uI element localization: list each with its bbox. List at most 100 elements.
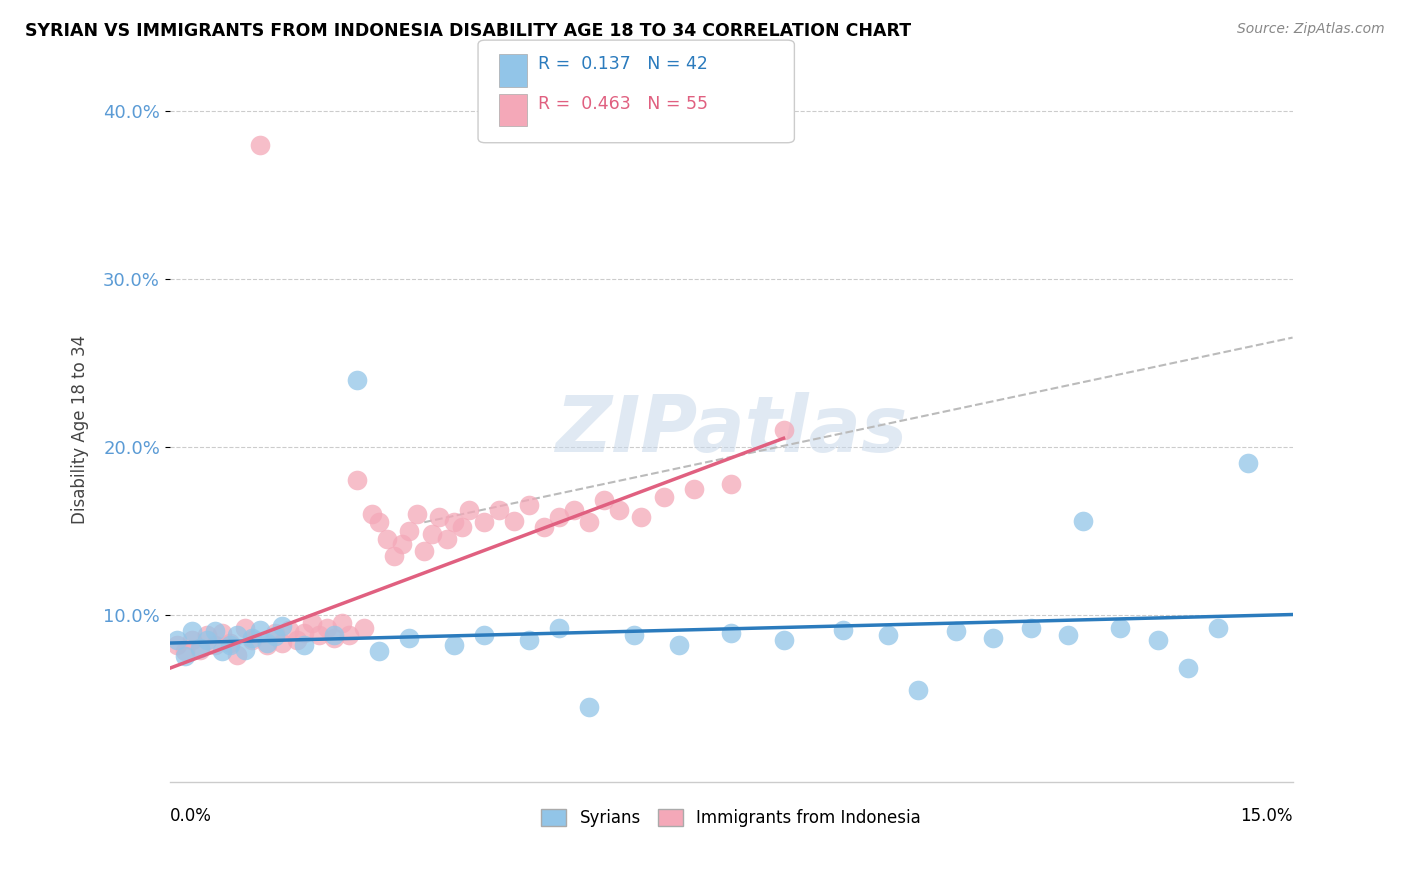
Point [503, 514, 526, 528]
Point [368, 644, 391, 658]
Point [346, 473, 368, 487]
Point [256, 638, 278, 652]
Point [271, 636, 294, 650]
Point [263, 626, 285, 640]
Point [249, 137, 271, 152]
Point [398, 524, 420, 538]
Point [1057, 627, 1080, 641]
Point [233, 642, 256, 657]
Point [308, 627, 330, 641]
Point [630, 510, 652, 524]
Point [443, 515, 465, 529]
Point [316, 621, 339, 635]
Point [832, 623, 855, 637]
Point [1206, 621, 1229, 635]
Point [211, 626, 233, 640]
Text: SYRIAN VS IMMIGRANTS FROM INDONESIA DISABILITY AGE 18 TO 34 CORRELATION CHART: SYRIAN VS IMMIGRANTS FROM INDONESIA DISA… [25, 22, 911, 40]
Point [562, 503, 585, 517]
Point [488, 503, 510, 517]
Point [346, 372, 368, 386]
Y-axis label: Disability Age 18 to 34: Disability Age 18 to 34 [72, 335, 89, 524]
Point [181, 624, 204, 639]
Point [360, 507, 382, 521]
Text: ZIPatlas: ZIPatlas [555, 392, 907, 468]
Point [593, 493, 616, 508]
Point [1236, 457, 1258, 471]
Point [301, 615, 323, 630]
Point [533, 520, 555, 534]
Point [772, 423, 794, 437]
Point [548, 621, 571, 635]
Point [211, 644, 233, 658]
Point [472, 627, 495, 641]
Point [233, 621, 256, 635]
Point [188, 641, 211, 656]
Point [353, 621, 375, 635]
Point [337, 627, 360, 641]
Point [195, 627, 218, 641]
Text: R =  0.463   N = 55: R = 0.463 N = 55 [538, 95, 709, 112]
Text: R =  0.137   N = 42: R = 0.137 N = 42 [538, 55, 709, 73]
Point [398, 631, 420, 645]
Point [294, 626, 316, 640]
Point [181, 632, 204, 647]
Point [907, 683, 929, 698]
Point [271, 619, 294, 633]
Point [458, 503, 481, 517]
Point [607, 503, 630, 517]
Point [945, 624, 967, 639]
Point [204, 624, 226, 639]
Point [436, 532, 458, 546]
Point [1177, 661, 1199, 675]
Point [375, 532, 398, 546]
Point [548, 510, 571, 524]
Point [263, 629, 285, 643]
Text: 15.0%: 15.0% [1240, 807, 1292, 825]
Point [368, 515, 391, 529]
Point [226, 648, 249, 662]
Point [682, 482, 704, 496]
Point [981, 631, 1004, 645]
Point [772, 632, 794, 647]
Point [382, 549, 405, 563]
Point [720, 476, 742, 491]
Point [330, 615, 353, 630]
Point [578, 515, 600, 529]
Point [450, 520, 472, 534]
Point [173, 644, 195, 658]
Point [249, 623, 271, 637]
Point [472, 515, 495, 529]
Point [443, 638, 465, 652]
Point [877, 627, 900, 641]
Point [652, 490, 675, 504]
Point [517, 632, 540, 647]
Point [218, 638, 240, 652]
Point [391, 537, 413, 551]
Point [278, 623, 301, 637]
Point [427, 510, 450, 524]
Point [1146, 632, 1168, 647]
Point [1071, 514, 1094, 528]
Point [578, 699, 600, 714]
Point [166, 638, 188, 652]
Point [517, 499, 540, 513]
Legend: Syrians, Immigrants from Indonesia: Syrians, Immigrants from Indonesia [534, 803, 928, 834]
Point [420, 527, 443, 541]
Point [623, 627, 645, 641]
Point [166, 632, 188, 647]
Point [240, 631, 263, 645]
Point [218, 636, 240, 650]
Point [323, 627, 346, 641]
Point [294, 638, 316, 652]
Point [173, 649, 195, 664]
Point [720, 626, 742, 640]
Point [188, 642, 211, 657]
Point [195, 632, 218, 647]
Point [285, 632, 308, 647]
Point [405, 507, 427, 521]
Point [323, 631, 346, 645]
Point [668, 638, 690, 652]
Point [226, 627, 249, 641]
Point [413, 543, 436, 558]
Text: Source: ZipAtlas.com: Source: ZipAtlas.com [1237, 22, 1385, 37]
